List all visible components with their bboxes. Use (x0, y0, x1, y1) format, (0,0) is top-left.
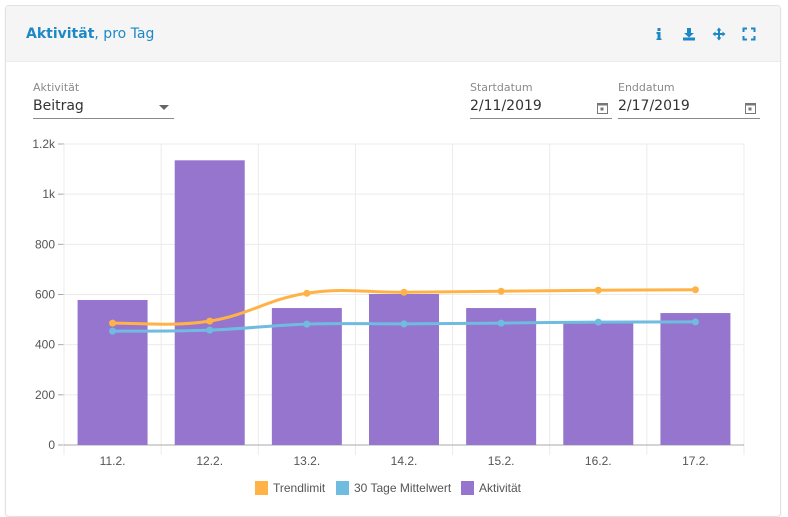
card-header: Aktivität, pro Tag (6, 6, 780, 62)
start-date-field[interactable]: Startdatum 2/11/2019 (470, 81, 612, 119)
chevron-down-icon (159, 105, 169, 110)
activity-value-text: Beitrag (33, 98, 84, 114)
header-toolbar (652, 26, 756, 41)
move-icon[interactable] (712, 26, 726, 41)
end-date-value[interactable]: 2/17/2019 (618, 96, 760, 119)
start-date-value[interactable]: 2/11/2019 (470, 96, 612, 119)
activity-value[interactable]: Beitrag (33, 96, 174, 119)
title-bold: Aktivität (26, 26, 95, 42)
card-title: Aktivität, pro Tag (26, 26, 154, 42)
activity-label: Aktivität (33, 81, 80, 94)
title-rest: , pro Tag (94, 26, 155, 42)
activity-select[interactable]: Aktivität Beitrag (33, 81, 174, 119)
end-date-label: Enddatum (618, 81, 675, 94)
download-icon[interactable] (682, 26, 696, 41)
start-date-text: 2/11/2019 (470, 98, 542, 114)
end-date-field[interactable]: Enddatum 2/17/2019 (618, 81, 760, 119)
end-date-text: 2/17/2019 (618, 98, 690, 114)
fullscreen-icon[interactable] (742, 26, 756, 41)
calendar-icon[interactable] (745, 102, 756, 114)
activity-card: Aktivität, pro Tag Aktivität Beitrag Sta… (5, 5, 781, 517)
calendar-icon[interactable] (597, 102, 608, 114)
start-date-label: Startdatum (470, 81, 533, 94)
info-icon[interactable] (652, 26, 666, 40)
